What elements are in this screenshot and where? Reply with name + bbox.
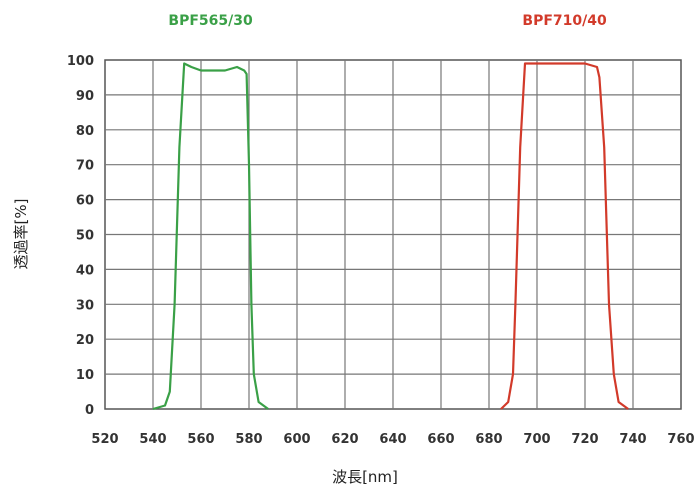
x-tick-label: 640 — [379, 432, 406, 447]
x-axis-title: 波長[nm] — [332, 468, 398, 486]
y-tick-label: 70 — [76, 159, 94, 174]
y-tick-label: 0 — [85, 403, 94, 418]
x-tick-label: 680 — [475, 432, 502, 447]
y-tick-label: 30 — [76, 298, 94, 313]
x-tick-label: 660 — [427, 432, 454, 447]
x-tick-label: 700 — [523, 432, 550, 447]
x-tick-label: 600 — [283, 432, 310, 447]
series-layer — [152, 62, 629, 411]
y-tick-label: 40 — [76, 263, 94, 278]
series-labels: BPF565/30 BPF710/40 — [168, 13, 607, 29]
y-tick-label: 80 — [76, 124, 94, 139]
x-tick-label: 620 — [331, 432, 358, 447]
y-tick-label: 60 — [76, 194, 94, 209]
x-tick-label: 540 — [139, 432, 166, 447]
x-tick-label: 720 — [571, 432, 598, 447]
y-axis-title: 透過率[%] — [12, 199, 30, 270]
y-axis-ticks: 0 10 20 30 40 50 60 70 80 90 100 — [67, 54, 94, 418]
x-tick-label: 740 — [619, 432, 646, 447]
series-label-1: BPF565/30 — [168, 13, 253, 29]
x-tick-label: 560 — [187, 432, 214, 447]
x-tick-label: 760 — [667, 432, 694, 447]
series-line-2 — [500, 62, 629, 410]
series-line-1 — [152, 62, 269, 411]
x-tick-label: 580 — [235, 432, 262, 447]
series-label-2: BPF710/40 — [522, 13, 607, 29]
x-axis-ticks: 520 540 560 580 600 620 640 660 680 700 720 740 760 — [91, 432, 694, 447]
x-tick-label: 520 — [91, 432, 118, 447]
grid — [104, 59, 682, 410]
y-tick-label: 20 — [76, 333, 94, 348]
y-tick-label: 100 — [67, 54, 94, 69]
y-tick-label: 50 — [76, 229, 94, 244]
y-tick-label: 10 — [76, 368, 94, 383]
y-tick-label: 90 — [76, 89, 94, 104]
